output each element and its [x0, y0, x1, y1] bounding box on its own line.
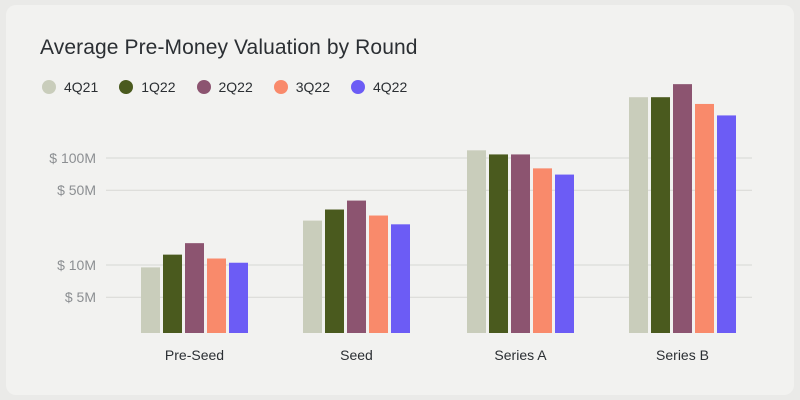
- legend-swatch: [273, 80, 288, 94]
- bar-pre-seed-3q22: [207, 258, 226, 333]
- bar-seed-2q22: [347, 200, 366, 333]
- bar-series-a-1q22: [489, 154, 508, 333]
- bar-series-a-3q22: [533, 168, 552, 333]
- bar-series-a-2q22: [511, 154, 530, 333]
- x-category-label: Series B: [656, 347, 709, 363]
- x-category-label: Seed: [340, 347, 373, 363]
- legend-label: 4Q22: [373, 79, 408, 95]
- bar-series-b-4q22: [717, 115, 736, 334]
- bar-series-a-4q22: [555, 174, 574, 333]
- bar-pre-seed-4q22: [229, 262, 248, 333]
- y-tick-label: $ 10M: [57, 257, 96, 273]
- bar-series-b-4q21: [629, 97, 648, 333]
- legend-item-1q22: 1Q22: [119, 79, 176, 95]
- x-category-label: Pre-Seed: [165, 347, 224, 363]
- legend-item-4q22: 4Q22: [351, 79, 407, 95]
- bar-pre-seed-2q22: [185, 243, 204, 333]
- chart-title: Average Pre-Money Valuation by Round: [40, 36, 418, 59]
- legend-label: 1Q22: [141, 79, 176, 95]
- legend-item-3q22: 3Q22: [273, 79, 330, 95]
- x-category-label: Series A: [494, 347, 547, 363]
- legend-swatch: [119, 80, 134, 94]
- chart-legend: 4Q21 1Q22 2Q22 3Q22 4Q22: [42, 79, 428, 95]
- legend-item-2q22: 2Q22: [196, 79, 253, 95]
- bar-series-a-4q21: [467, 150, 486, 333]
- bar-series-b-2q22: [673, 84, 692, 333]
- bar-seed-4q21: [303, 220, 322, 333]
- bar-pre-seed-4q21: [141, 267, 160, 333]
- legend-label: 4Q21: [64, 79, 99, 95]
- legend-item-4q21: 4Q21: [42, 79, 98, 95]
- bar-seed-1q22: [325, 209, 344, 333]
- y-tick-label: $ 5M: [65, 289, 96, 305]
- bar-series-b-1q22: [651, 97, 670, 333]
- legend-swatch: [351, 80, 365, 94]
- legend-label: 3Q22: [295, 79, 330, 95]
- bar-pre-seed-1q22: [163, 254, 182, 333]
- legend-label: 2Q22: [218, 79, 253, 95]
- bar-series-b-3q22: [695, 103, 714, 334]
- bar-seed-3q22: [369, 215, 388, 333]
- legend-swatch: [42, 80, 56, 94]
- legend-swatch: [196, 80, 211, 94]
- y-tick-label: $ 100M: [49, 150, 96, 166]
- bar-seed-4q22: [391, 224, 410, 333]
- y-tick-label: $ 50M: [57, 182, 96, 198]
